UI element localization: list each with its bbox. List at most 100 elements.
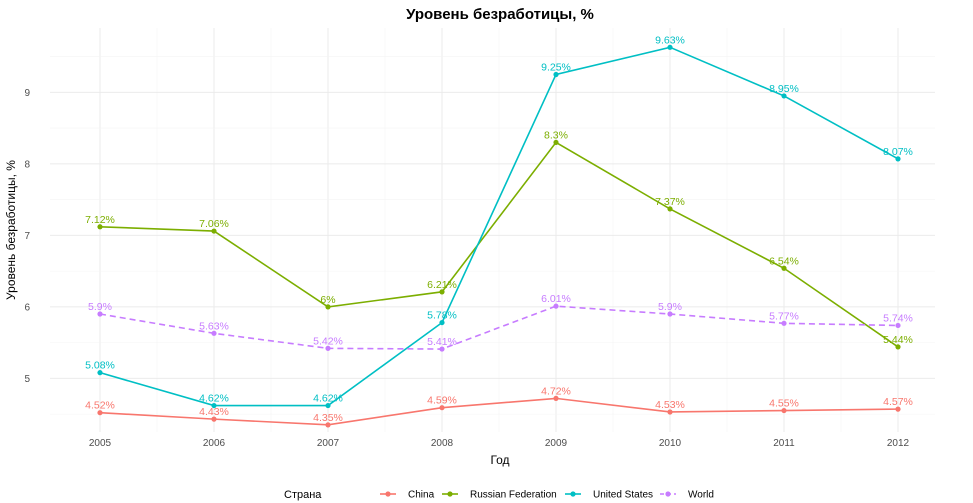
point-united-states <box>667 44 673 50</box>
point-united-states <box>781 93 787 99</box>
point-russian-federation <box>553 139 559 146</box>
point-world <box>211 330 217 336</box>
y-axis-title: Уровень безработицы, % <box>4 160 18 300</box>
legend: Страна China Russian Federation United Sta… <box>284 489 714 501</box>
series-line-united-states <box>99 46 899 407</box>
x-tick-label: 2006 <box>203 438 226 449</box>
point-china <box>97 410 103 416</box>
series-lines <box>99 46 899 426</box>
data-label-russian-federation: 8.3% <box>544 129 568 141</box>
data-label-world: 5.41% <box>427 336 457 348</box>
point-russian-federation <box>439 289 445 295</box>
legend-point-united-states <box>570 491 576 497</box>
data-label-united-states: 5.78% <box>427 310 457 322</box>
x-tick-label: 2012 <box>887 438 910 449</box>
point-china <box>325 422 331 428</box>
data-label-china: 4.43% <box>199 406 229 418</box>
data-label-china: 4.35% <box>313 412 343 424</box>
x-tick-label: 2005 <box>89 438 112 449</box>
point-world <box>97 311 103 317</box>
data-label-world: 5.74% <box>883 312 913 324</box>
series-points <box>97 44 901 428</box>
point-russian-federation <box>781 265 787 271</box>
x-tick-label: 2010 <box>659 438 682 449</box>
x-tick-label: 2008 <box>431 438 454 449</box>
series-line-world <box>99 305 899 350</box>
point-china <box>895 406 901 412</box>
point-united-states <box>895 156 901 162</box>
data-label-china: 4.59% <box>427 395 457 407</box>
point-china <box>667 409 673 415</box>
point-united-states <box>211 402 217 409</box>
legend-point-china <box>385 491 391 497</box>
point-world <box>895 322 901 329</box>
y-tick-label: 8 <box>24 159 30 170</box>
x-axis-title: Год <box>490 453 509 467</box>
point-united-states <box>97 370 103 376</box>
legend-label-world: World <box>688 490 714 501</box>
series-line-china <box>99 397 899 426</box>
data-label-china: 4.72% <box>541 385 571 397</box>
legend-point-world <box>665 491 671 497</box>
data-label-russian-federation: 6.21% <box>427 279 457 291</box>
grid <box>50 28 935 432</box>
data-label-russian-federation: 7.06% <box>199 218 229 230</box>
legend-title: Страна <box>284 489 322 501</box>
data-label-united-states: 4.62% <box>199 393 229 405</box>
point-world <box>439 346 445 352</box>
data-label-united-states: 4.62% <box>313 393 343 405</box>
point-world <box>325 345 331 351</box>
data-labels: 4.52% 4.43% 4.35% 4.59% 4.72% 4.53% 4.55% 4.57%… <box>85 34 913 424</box>
data-label-world: 5.9% <box>88 301 112 313</box>
x-tick-label: 2009 <box>545 438 568 449</box>
y-tick-label: 5 <box>24 374 30 385</box>
data-label-russian-federation: 7.12% <box>85 214 115 226</box>
data-label-russian-federation: 6.54% <box>769 255 799 267</box>
series-line-russian-federation <box>99 141 899 348</box>
point-russian-federation <box>97 224 103 230</box>
legend-label-russian-federation: Russian Federation <box>470 490 557 501</box>
point-world <box>781 320 787 326</box>
y-tick-label: 7 <box>24 231 30 242</box>
data-label-united-states: 9.25% <box>541 61 571 73</box>
point-world <box>553 303 559 309</box>
point-united-states <box>439 319 445 326</box>
data-label-united-states: 5.08% <box>85 360 115 372</box>
point-russian-federation <box>895 344 901 350</box>
data-label-russian-federation: 7.37% <box>655 196 685 208</box>
point-world <box>667 311 673 317</box>
point-china <box>439 405 445 411</box>
data-label-china: 4.57% <box>883 396 913 408</box>
data-label-united-states: 8.95% <box>769 83 799 95</box>
y-tick-labels: 5 6 7 8 9 <box>24 88 30 385</box>
point-united-states <box>553 71 559 78</box>
data-label-russian-federation: 5.44% <box>883 334 913 346</box>
data-label-united-states: 8.07% <box>883 146 913 158</box>
data-label-world: 5.9% <box>658 301 682 313</box>
data-label-united-states: 9.63% <box>655 34 685 46</box>
data-label-world: 5.42% <box>313 335 343 347</box>
point-russian-federation <box>211 228 217 234</box>
data-label-world: 6.01% <box>541 293 571 305</box>
y-tick-label: 9 <box>24 88 30 99</box>
point-china <box>211 416 217 422</box>
data-label-russian-federation: 6% <box>320 294 335 306</box>
legend-label-united-states: United States <box>593 490 653 501</box>
x-tick-label: 2011 <box>773 438 795 449</box>
data-label-world: 5.63% <box>199 320 229 332</box>
data-label-china: 4.53% <box>655 399 685 411</box>
legend-label-china: China <box>408 490 435 501</box>
data-label-china: 4.55% <box>769 398 799 410</box>
point-china <box>781 407 787 414</box>
point-russian-federation <box>325 304 331 310</box>
point-russian-federation <box>667 206 673 212</box>
data-label-china: 4.52% <box>85 400 115 412</box>
chart-title: Уровень безработицы, % <box>406 6 594 23</box>
point-united-states <box>325 402 331 409</box>
legend-point-russian-federation <box>447 491 453 497</box>
x-tick-labels: 2005 2006 2007 2008 2009 2010 2011 2012 <box>89 438 910 449</box>
x-tick-label: 2007 <box>317 438 340 449</box>
data-label-world: 5.77% <box>769 310 799 322</box>
y-tick-label: 6 <box>24 302 30 313</box>
